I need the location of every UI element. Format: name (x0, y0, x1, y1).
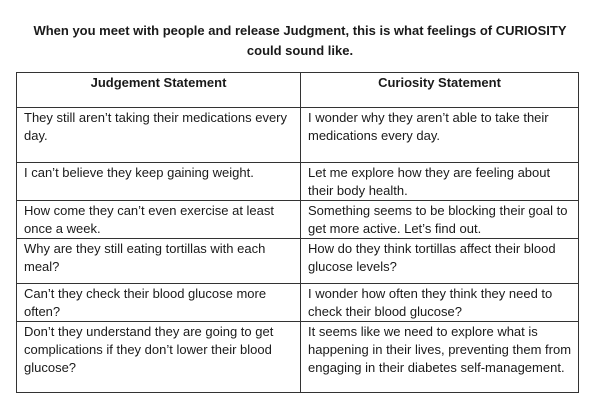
curiosity-cell: Let me explore how they are feeling abou… (300, 162, 579, 201)
judgement-cell: They still aren’t taking their medicatio… (16, 107, 301, 163)
title-line-1: When you meet with people and release Ju… (33, 23, 567, 38)
table-row: Why are they still eating tortillas with… (16, 238, 579, 284)
title-line-2: could sound like. (246, 43, 354, 58)
table-row: Don’t they understand they are going to … (16, 321, 579, 393)
document-title: When you meet with people and release Ju… (0, 21, 600, 61)
table-header-row: Judgement Statement Curiosity Statement (16, 72, 579, 108)
judgement-cell: Can’t they check their blood glucose mor… (16, 283, 301, 322)
judgement-cell: Don’t they understand they are going to … (16, 321, 301, 393)
statements-table: Judgement Statement Curiosity Statement … (16, 72, 579, 393)
curiosity-cell: I wonder why they aren’t able to take th… (300, 107, 579, 163)
judgement-cell: I can’t believe they keep gaining weight… (16, 162, 301, 201)
curiosity-cell: Something seems to be blocking their goa… (300, 200, 579, 239)
table-row: They still aren’t taking their medicatio… (16, 107, 579, 163)
judgement-cell: Why are they still eating tortillas with… (16, 238, 301, 284)
header-curiosity: Curiosity Statement (300, 72, 579, 108)
curiosity-cell: How do they think tortillas affect their… (300, 238, 579, 284)
curiosity-cell: It seems like we need to explore what is… (300, 321, 579, 393)
header-judgement: Judgement Statement (16, 72, 301, 108)
table-row: How come they can’t even exercise at lea… (16, 200, 579, 239)
judgement-cell: How come they can’t even exercise at lea… (16, 200, 301, 239)
table-row: Can’t they check their blood glucose mor… (16, 283, 579, 322)
curiosity-cell: I wonder how often they think they need … (300, 283, 579, 322)
table-row: I can’t believe they keep gaining weight… (16, 162, 579, 201)
